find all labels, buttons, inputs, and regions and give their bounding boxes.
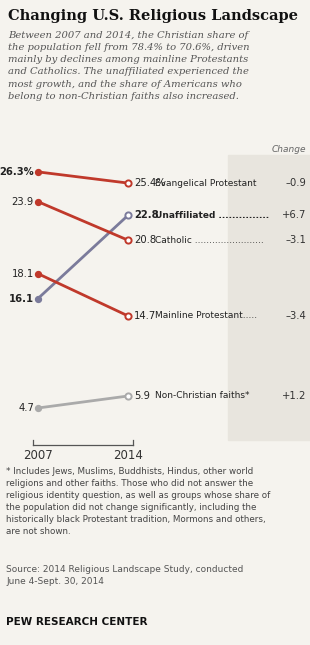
Text: PEW RESEARCH CENTER: PEW RESEARCH CENTER (6, 617, 148, 627)
Text: +6.7: +6.7 (281, 210, 306, 221)
Text: –3.1: –3.1 (285, 235, 306, 245)
Text: 23.9: 23.9 (12, 197, 34, 206)
Text: Changing U.S. Religious Landscape: Changing U.S. Religious Landscape (8, 9, 298, 23)
Point (36, 197, 41, 207)
Text: Evangelical Protestant: Evangelical Protestant (155, 179, 256, 188)
Text: 20.8: 20.8 (134, 235, 156, 245)
Point (126, 311, 131, 321)
Text: Catholic ........................: Catholic ........................ (155, 235, 264, 244)
Text: 2007: 2007 (23, 449, 53, 462)
Text: –3.4: –3.4 (285, 311, 306, 321)
Text: Mainline Protestant.....: Mainline Protestant..... (155, 312, 257, 321)
Text: +1.2: +1.2 (281, 391, 306, 401)
Point (126, 235, 131, 245)
Text: Unaffiliated ...............: Unaffiliated ............... (155, 211, 269, 220)
Text: Between 2007 and 2014, the Christian share of
the population fell from 78.4% to : Between 2007 and 2014, the Christian sha… (8, 31, 250, 101)
Text: 14.7: 14.7 (134, 311, 156, 321)
Point (126, 210, 131, 221)
Text: 16.1: 16.1 (9, 293, 34, 304)
Point (36, 293, 41, 304)
Text: 25.4%: 25.4% (134, 178, 166, 188)
Text: 26.3%: 26.3% (0, 167, 34, 177)
Text: 2014: 2014 (113, 449, 143, 462)
Text: 22.8: 22.8 (134, 210, 159, 221)
Text: * Includes Jews, Muslims, Buddhists, Hindus, other world
religions and other fai: * Includes Jews, Muslims, Buddhists, Hin… (6, 467, 270, 536)
Point (36, 403, 41, 413)
Text: Change: Change (272, 145, 306, 154)
Point (36, 167, 41, 177)
Point (36, 268, 41, 279)
Point (126, 391, 131, 401)
Bar (228, 155, 310, 440)
Text: –0.9: –0.9 (285, 178, 306, 188)
Text: 4.7: 4.7 (18, 403, 34, 413)
Text: 5.9: 5.9 (134, 391, 150, 401)
Text: Non-Christian faiths*: Non-Christian faiths* (155, 392, 250, 401)
Text: Source: 2014 Religious Landscape Study, conducted
June 4-Sept. 30, 2014: Source: 2014 Religious Landscape Study, … (6, 565, 243, 586)
Text: 18.1: 18.1 (12, 269, 34, 279)
Point (126, 178, 131, 188)
